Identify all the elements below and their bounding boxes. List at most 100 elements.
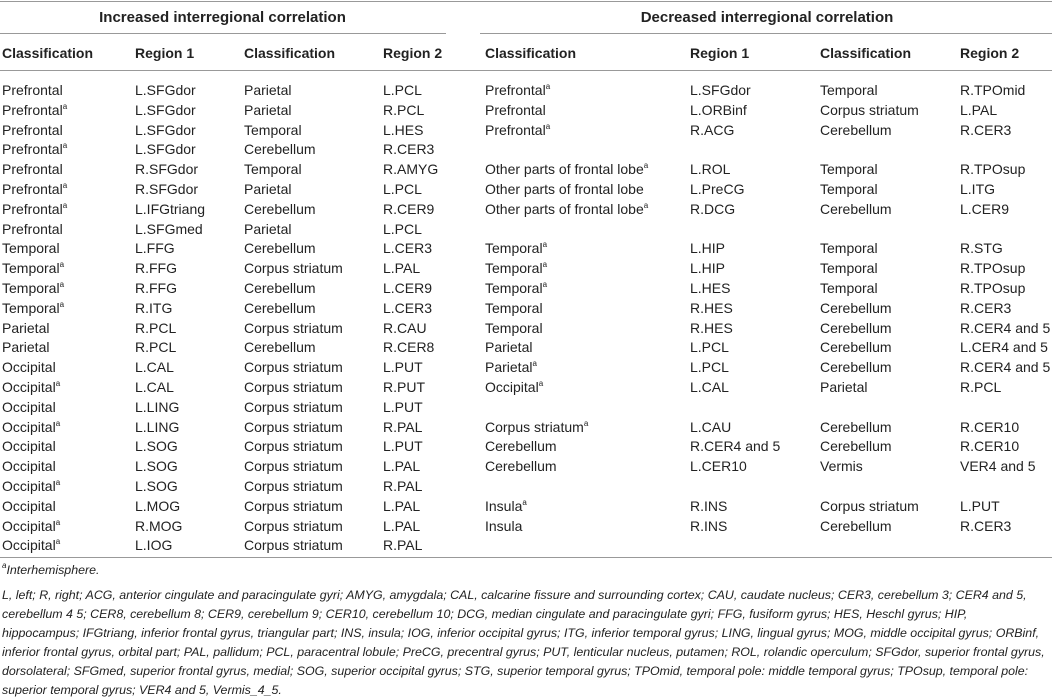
- cell-text: Prefrontal: [485, 82, 546, 98]
- cell: R.TPOsup: [960, 260, 1026, 277]
- cell: Corpus striatuma: [485, 418, 588, 436]
- cell-marker: a: [59, 260, 65, 270]
- cell: R.CER10: [960, 418, 1020, 435]
- cell: L.CER4 and 5: [960, 339, 1048, 356]
- cell: Prefrontal: [2, 220, 63, 238]
- rule: [0, 557, 1052, 558]
- cell-text: Temporal: [2, 299, 60, 316]
- cell-text: Occipital: [2, 537, 56, 554]
- cell: Corpus striatum: [244, 319, 343, 336]
- cell: Prefrontala: [485, 81, 550, 99]
- rule: [0, 33, 446, 34]
- cell-marker: a: [55, 418, 61, 428]
- column-header: Region 2: [383, 45, 443, 61]
- cell: Parietala: [485, 358, 537, 376]
- cell: Occipitala: [2, 536, 60, 554]
- cell: L.SFGdor: [135, 101, 196, 118]
- cell: R.DCG: [690, 200, 736, 217]
- cell-marker: a: [55, 517, 61, 527]
- cell: R.PAL: [383, 478, 423, 494]
- cell: L.IOG: [135, 537, 173, 554]
- cell-text: Other parts of frontal lobe: [485, 200, 644, 217]
- cell: Parietal: [485, 338, 532, 356]
- cell: Cerebellum: [244, 141, 316, 158]
- cell-marker: a: [643, 161, 649, 171]
- cell: Occipitala: [2, 418, 60, 436]
- cell: L.ITG: [960, 181, 996, 197]
- cell: R.CER10: [960, 438, 1020, 455]
- cell: R.AMYG: [383, 161, 439, 178]
- cell: R.PCL: [135, 319, 177, 336]
- cell: Vermis: [820, 458, 863, 475]
- cell-text: Parietal: [485, 339, 533, 356]
- cell: Insula: [485, 517, 522, 535]
- cell: R.TPOmid: [960, 82, 1026, 98]
- footnote: aInterhemisphere.: [2, 561, 1047, 580]
- cell: Cerebellum: [820, 359, 892, 376]
- cell-text: Prefrontal: [2, 200, 63, 217]
- cell-text: Prefrontal: [2, 161, 63, 178]
- cell-text: Occipital: [2, 398, 56, 415]
- cell: L.CAL: [135, 379, 174, 395]
- cell-marker: a: [542, 280, 548, 289]
- cell-text: Prefrontal: [2, 82, 63, 98]
- cell: Prefrontala: [2, 101, 67, 119]
- cell: Occipitala: [2, 378, 60, 396]
- cell: L.PCL: [383, 181, 422, 197]
- cell: Corpus striatum: [244, 359, 343, 376]
- cell: Temporala: [2, 259, 64, 277]
- cell: R.ITG: [135, 299, 173, 316]
- cell: L.PAL: [383, 260, 421, 277]
- cell-marker: a: [542, 240, 548, 250]
- cell-marker: a: [55, 478, 61, 487]
- cell: Corpus striatum: [820, 497, 919, 514]
- cell-text: Prefrontal: [2, 220, 63, 237]
- cell: R.TPOsup: [960, 161, 1026, 178]
- cell-text: Corpus striatum: [485, 418, 584, 435]
- cell: L.SOG: [135, 458, 178, 475]
- cell: L.PreCG: [690, 181, 745, 197]
- cell-text: Prefrontal: [2, 101, 63, 118]
- cell: L.FFG: [135, 240, 175, 257]
- cell: Corpus striatum: [244, 418, 343, 435]
- column-header: Classification: [2, 45, 94, 61]
- column-header: Classification: [244, 45, 336, 61]
- cell-text: Prefrontal: [2, 141, 63, 158]
- cell: Cerebellum: [820, 418, 892, 435]
- cell: Corpus striatum: [244, 458, 343, 475]
- cell-marker: a: [59, 280, 65, 289]
- cell-text: Temporal: [485, 240, 543, 257]
- cell: L.PUT: [383, 398, 423, 415]
- cell: R.CER3: [383, 141, 435, 158]
- cell: Corpus striatum: [244, 517, 343, 534]
- cell-marker: a: [62, 200, 68, 210]
- cell: L.CAL: [690, 379, 729, 395]
- cell-marker: a: [583, 418, 589, 428]
- cell-text: Occipital: [2, 517, 56, 534]
- cell: L.PAL: [383, 517, 421, 534]
- cell: L.CAL: [135, 359, 174, 376]
- cell: L.HES: [690, 280, 731, 296]
- cell: L.SFGdor: [690, 82, 751, 98]
- cell: Temporal: [485, 299, 543, 317]
- rule: [0, 70, 1052, 71]
- cell-marker: a: [545, 82, 551, 91]
- footnote-text: Interhemisphere.: [6, 563, 100, 577]
- cell: Parietal: [2, 338, 49, 356]
- cell: Cerebellum: [244, 280, 316, 296]
- cell: Temporal: [244, 121, 302, 138]
- cell: R.HES: [690, 319, 733, 336]
- cell-text: Occipital: [2, 478, 56, 494]
- cell: Temporal: [820, 181, 878, 197]
- cell: Corpus striatum: [244, 260, 343, 277]
- cell: L.SFGdor: [135, 121, 196, 138]
- cell: VER4 and 5: [960, 458, 1036, 475]
- column-header: Classification: [820, 45, 912, 61]
- cell: R.PAL: [383, 418, 423, 435]
- cell: R.CER3: [960, 299, 1012, 316]
- cell: R.MOG: [135, 517, 183, 534]
- cell-marker: a: [522, 497, 527, 507]
- cell: Corpus striatum: [244, 478, 343, 494]
- cell: Prefrontala: [2, 140, 67, 158]
